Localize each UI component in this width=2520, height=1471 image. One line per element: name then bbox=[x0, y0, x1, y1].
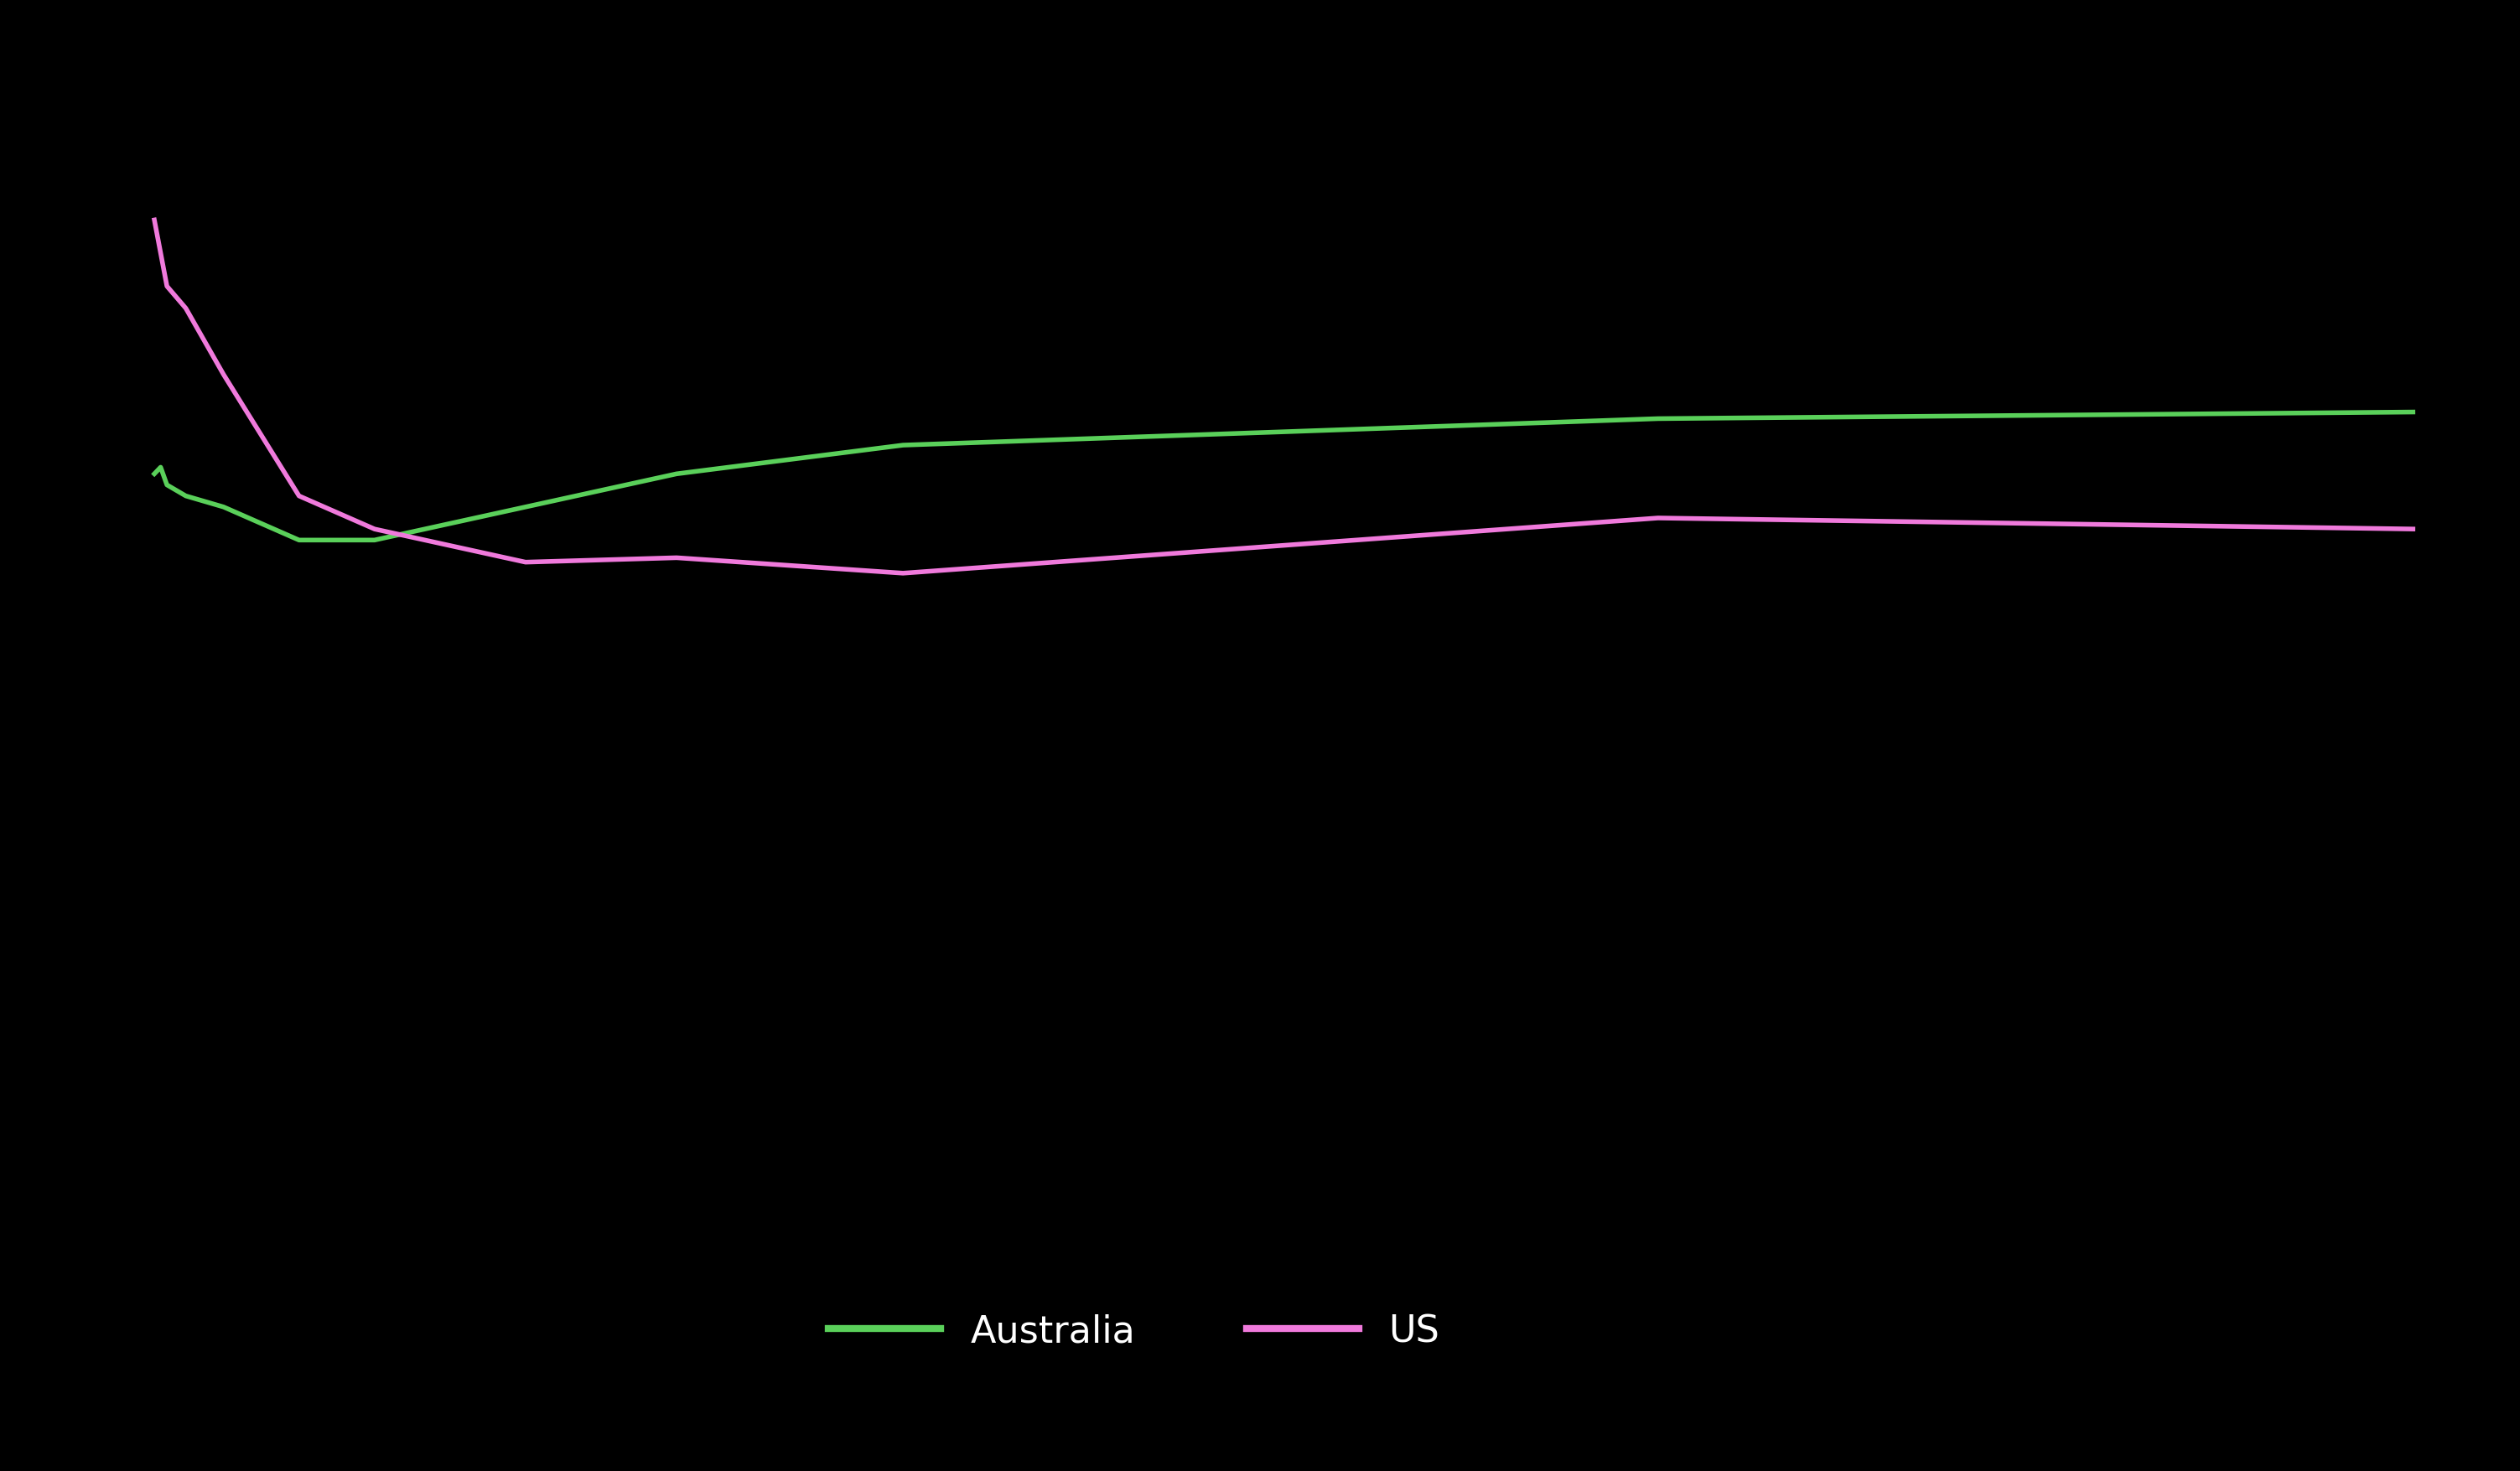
Legend: Australia, US: Australia, US bbox=[829, 1314, 1439, 1349]
